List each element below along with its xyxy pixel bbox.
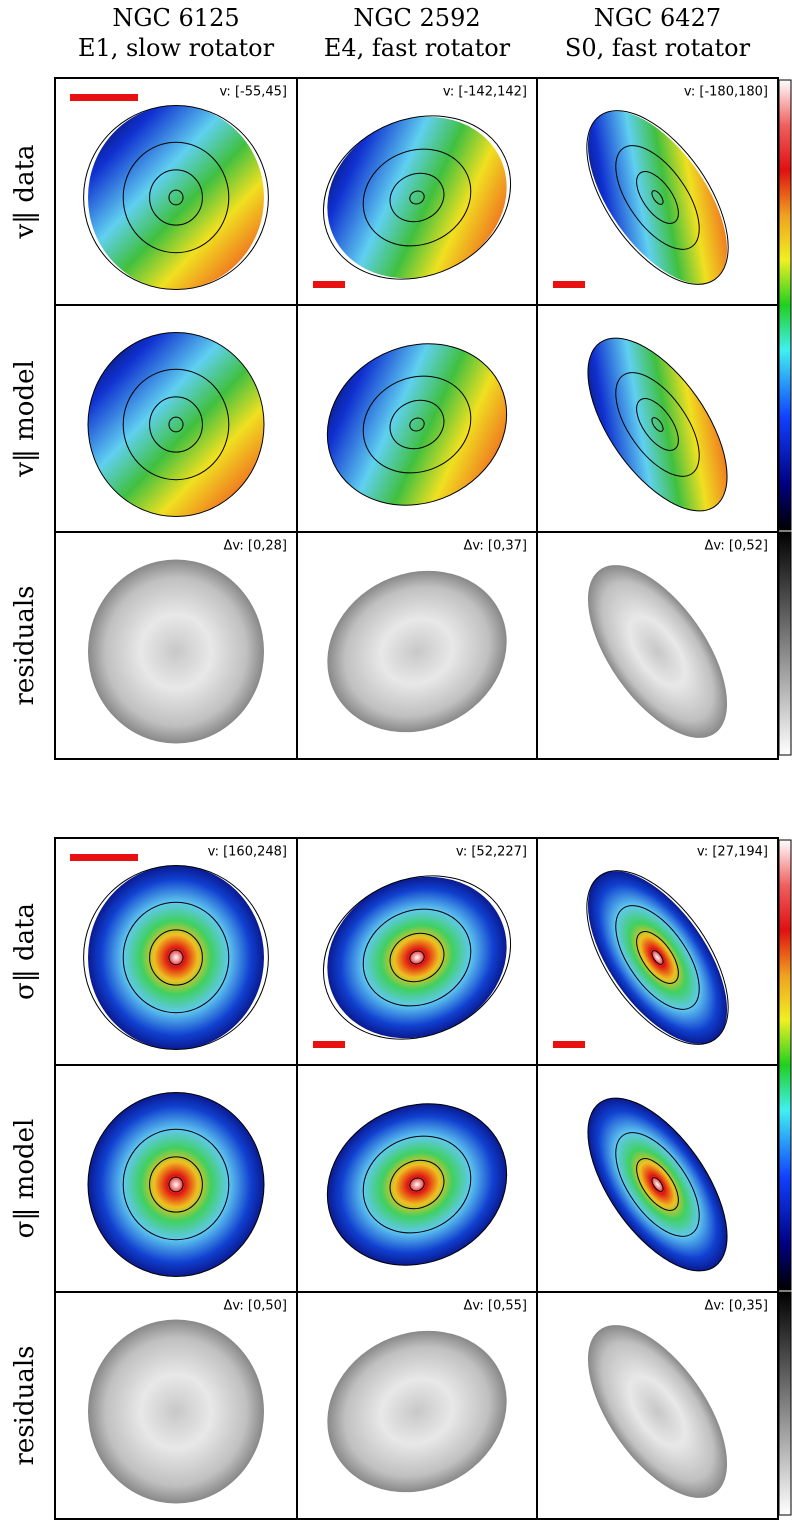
- range-label: v: [27,194]: [697, 845, 768, 860]
- range-label: Δv: [0,35]: [705, 1299, 768, 1314]
- row-label: v‖ model: [10, 360, 40, 478]
- column-name: NGC 2592: [353, 4, 480, 32]
- range-label: Δv: [0,28]: [224, 539, 287, 554]
- row-label: σ‖ data: [10, 903, 40, 1000]
- colorbar: [779, 840, 791, 1290]
- column-type: E4, fast rotator: [324, 34, 511, 62]
- range-label: Δv: [0,52]: [705, 539, 768, 554]
- column-type: S0, fast rotator: [565, 34, 751, 62]
- row-label: residuals: [10, 585, 40, 705]
- scale-bar: [70, 854, 138, 861]
- colorbar: [779, 80, 791, 530]
- galaxy-map: [88, 333, 264, 517]
- column-name: NGC 6427: [594, 4, 721, 32]
- range-label: v: [-180,180]: [684, 85, 768, 100]
- row-label: σ‖ model: [10, 1119, 40, 1239]
- column-type: E1, slow rotator: [78, 34, 275, 62]
- scale-bar: [553, 281, 585, 288]
- scale-bar: [70, 94, 138, 101]
- galaxy-map: [88, 1093, 264, 1277]
- range-label: v: [-142,142]: [443, 85, 527, 100]
- galaxy-map: [88, 560, 264, 744]
- range-label: v: [-55,45]: [219, 85, 287, 100]
- range-label: Δv: [0,55]: [464, 1299, 527, 1314]
- scale-bar: [313, 281, 345, 288]
- galaxy-map: [88, 106, 264, 290]
- row-label: v‖ data: [10, 144, 40, 239]
- range-label: v: [160,248]: [208, 845, 287, 860]
- figure: NGC 6125E1, slow rotator NGC 2592E4, fast…: [0, 0, 792, 1520]
- range-label: Δv: [0,37]: [464, 539, 527, 554]
- colorbar: [779, 1292, 791, 1515]
- galaxy-map: [88, 866, 264, 1050]
- colorbar: [779, 532, 791, 755]
- range-label: v: [52,227]: [456, 845, 527, 860]
- scale-bar: [313, 1041, 345, 1048]
- range-label: Δv: [0,50]: [224, 1299, 287, 1314]
- scale-bar: [553, 1041, 585, 1048]
- row-label: residuals: [10, 1345, 40, 1465]
- galaxy-map: [88, 1320, 264, 1504]
- column-name: NGC 6125: [112, 4, 239, 32]
